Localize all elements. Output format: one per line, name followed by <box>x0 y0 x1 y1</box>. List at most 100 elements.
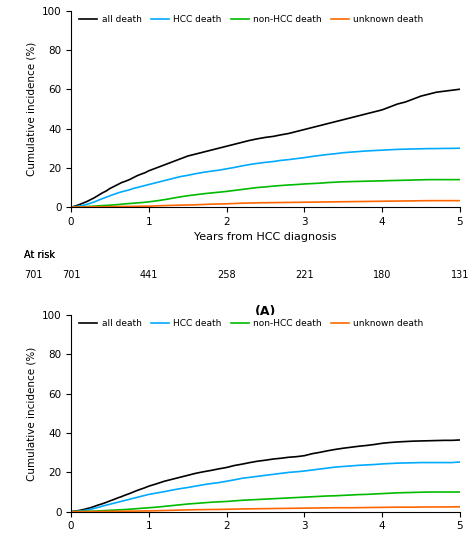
HCC death <box>395 460 401 466</box>
unknown death <box>286 199 292 206</box>
unknown death <box>317 199 323 205</box>
all death <box>68 508 74 515</box>
all death <box>395 439 401 445</box>
non-HCC death <box>192 191 198 198</box>
all death <box>123 178 128 184</box>
HCC death <box>395 146 401 152</box>
HCC death <box>154 180 159 186</box>
unknown death <box>301 199 307 205</box>
Text: At risk: At risk <box>25 251 55 260</box>
Line: unknown death: unknown death <box>71 200 460 207</box>
unknown death <box>255 200 261 206</box>
unknown death <box>192 201 198 208</box>
HCC death <box>457 459 463 465</box>
all death <box>395 101 401 107</box>
unknown death <box>146 508 152 514</box>
unknown death <box>162 507 167 514</box>
unknown death <box>333 199 338 205</box>
unknown death <box>457 197 463 204</box>
unknown death <box>177 202 183 208</box>
HCC death <box>115 190 120 196</box>
unknown death <box>441 197 447 204</box>
Text: 441: 441 <box>140 270 158 280</box>
all death <box>457 86 463 92</box>
unknown death <box>286 505 292 512</box>
unknown death <box>84 508 90 515</box>
unknown death <box>348 198 354 205</box>
unknown death <box>68 204 74 211</box>
unknown death <box>410 504 416 511</box>
Text: (A): (A) <box>255 305 276 318</box>
all death <box>270 456 276 462</box>
X-axis label: Years from HCC diagnosis: Years from HCC diagnosis <box>194 232 337 243</box>
all death <box>154 165 159 171</box>
non-HCC death <box>185 501 191 507</box>
unknown death <box>130 203 136 209</box>
unknown death <box>115 204 120 210</box>
unknown death <box>426 504 431 510</box>
Y-axis label: Cumulative incidence (%): Cumulative incidence (%) <box>26 346 36 481</box>
all death <box>457 437 463 443</box>
unknown death <box>100 508 105 515</box>
HCC death <box>154 490 159 496</box>
unknown death <box>255 505 261 512</box>
unknown death <box>395 198 401 204</box>
unknown death <box>301 505 307 511</box>
unknown death <box>364 198 369 205</box>
non-HCC death <box>325 493 330 499</box>
unknown death <box>192 506 198 513</box>
unknown death <box>224 506 229 513</box>
Legend: all death, HCC death, non-HCC death, unknown death: all death, HCC death, non-HCC death, unk… <box>76 316 428 332</box>
Line: all death: all death <box>71 440 460 512</box>
non-HCC death <box>192 500 198 507</box>
Text: 701: 701 <box>25 270 43 280</box>
unknown death <box>317 505 323 511</box>
unknown death <box>457 504 463 510</box>
Legend: all death, HCC death, non-HCC death, unknown death: all death, HCC death, non-HCC death, unk… <box>76 11 428 28</box>
unknown death <box>239 200 245 206</box>
all death <box>239 461 245 467</box>
HCC death <box>115 499 120 505</box>
unknown death <box>441 504 447 510</box>
HCC death <box>68 508 74 515</box>
unknown death <box>348 505 354 511</box>
HCC death <box>457 145 463 151</box>
HCC death <box>270 471 276 478</box>
unknown death <box>224 200 229 207</box>
unknown death <box>270 505 276 512</box>
HCC death <box>123 497 128 504</box>
Line: HCC death: HCC death <box>71 148 460 207</box>
unknown death <box>177 507 183 513</box>
non-HCC death <box>426 489 431 495</box>
non-HCC death <box>154 198 159 204</box>
all death <box>154 481 159 487</box>
Text: 180: 180 <box>373 270 391 280</box>
all death <box>115 495 120 501</box>
unknown death <box>426 197 431 204</box>
all death <box>68 204 74 211</box>
unknown death <box>395 504 401 511</box>
HCC death <box>123 188 128 194</box>
unknown death <box>379 198 385 205</box>
Text: 258: 258 <box>217 270 236 280</box>
unknown death <box>115 508 120 514</box>
non-HCC death <box>68 508 74 515</box>
non-HCC death <box>449 489 455 495</box>
unknown death <box>333 505 338 511</box>
HCC death <box>239 163 245 169</box>
unknown death <box>68 508 74 515</box>
non-HCC death <box>154 504 159 511</box>
non-HCC death <box>348 492 354 498</box>
non-HCC death <box>426 176 431 183</box>
unknown death <box>146 203 152 209</box>
non-HCC death <box>68 204 74 211</box>
all death <box>270 133 276 140</box>
non-HCC death <box>457 489 463 495</box>
Line: all death: all death <box>71 89 460 207</box>
all death <box>123 492 128 498</box>
non-HCC death <box>457 176 463 183</box>
unknown death <box>162 203 167 209</box>
Text: 221: 221 <box>295 270 314 280</box>
HCC death <box>270 158 276 165</box>
Y-axis label: Cumulative incidence (%): Cumulative incidence (%) <box>26 42 36 176</box>
